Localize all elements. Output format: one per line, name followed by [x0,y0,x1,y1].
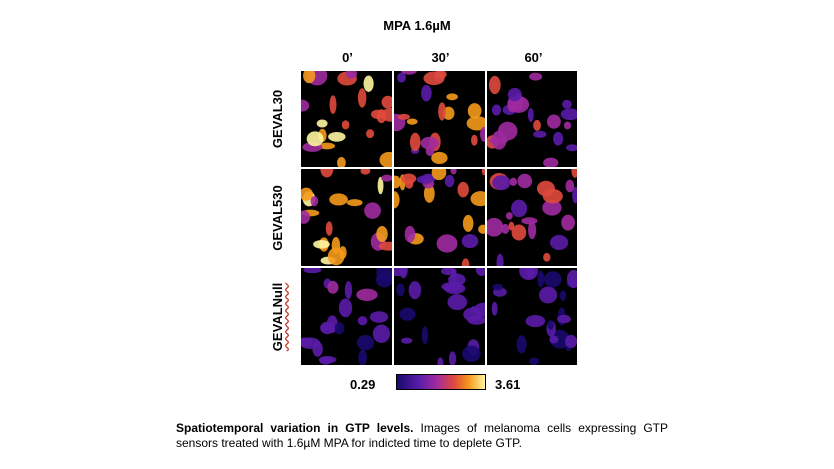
colorbar [396,374,486,390]
image-geval530-0min [300,168,393,267]
cell-image [487,268,577,365]
image-gevalnull-30min [393,267,486,366]
image-gevalnull-0min [300,267,393,366]
cell-image [301,268,392,365]
row-label-geval530: GEVAL530 [270,185,285,251]
row-label-geval30: GEVAL30 [270,89,285,149]
image-geval30-60min [486,70,578,168]
microscopy-image-grid [300,70,578,366]
caption-bold: Spatiotemporal variation in GTP levels. [176,421,414,435]
cell-image [394,268,485,365]
colorbar-min-label: 0.29 [350,377,376,392]
cell-image [487,169,577,266]
image-gevalnull-60min [486,267,578,366]
figure-caption: Spatiotemporal variation in GTP levels. … [176,421,668,451]
image-geval530-30min [393,168,486,267]
cell-image [394,169,485,266]
time-label-60: 60’ [524,50,543,65]
cell-image [301,71,392,167]
image-geval530-60min [486,168,578,267]
time-label-0: 0’ [342,50,353,65]
row-label-gevalnull: GEVALNull [270,282,285,352]
colorbar-max-label: 3.61 [495,377,521,392]
caption-text: Images of melanoma cells expressing GTP … [176,421,668,450]
cell-image [301,169,392,266]
cell-image [487,71,577,167]
image-geval30-0min [300,70,393,168]
cell-image [394,71,485,167]
image-geval30-30min [393,70,486,168]
figure-title: MPA 1.6µM [383,18,451,33]
time-label-30: 30’ [431,50,450,65]
